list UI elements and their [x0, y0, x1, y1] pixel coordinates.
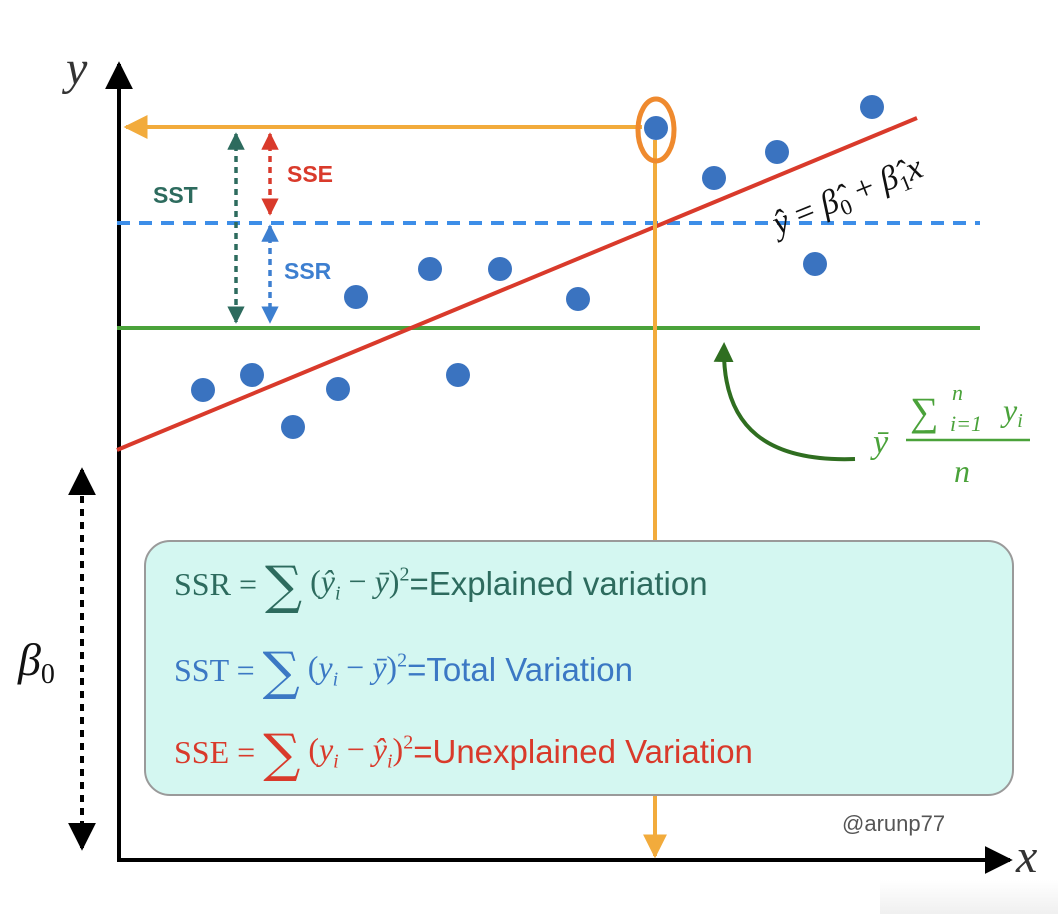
data-point [446, 363, 470, 387]
data-point [344, 285, 368, 309]
mean-equation: ȳ ∑ n i=1 yi n [870, 380, 1030, 489]
svg-text:ŷ = β̂0 + β̂1x: ŷ = β̂0 + β̂1x [764, 149, 929, 247]
formula-eq: = [407, 651, 427, 688]
data-point [418, 257, 442, 281]
formula-body: (yi − ȳ)2 [307, 648, 408, 691]
sst-label: SST [153, 182, 198, 208]
data-point [566, 287, 590, 311]
data-point [488, 257, 512, 281]
sigma-icon: ∑ [262, 642, 300, 702]
formula-lhs: SST = [174, 651, 255, 688]
y-axis-label: y [61, 42, 88, 95]
formula-box: SSR = ∑ (ŷi − ȳ)2 = Explained variation S… [144, 540, 1014, 796]
highlight-ellipse [635, 96, 677, 164]
mean-sigma-icon: ∑ [910, 389, 939, 434]
sigma-icon: ∑ [263, 724, 301, 784]
intercept-label: β0 [17, 634, 55, 690]
mean-pointer-arrow [713, 342, 856, 462]
data-point [644, 116, 668, 140]
data-points [191, 95, 884, 439]
formula-lhs: SSR = [174, 565, 257, 602]
svg-text:n: n [952, 380, 963, 405]
credit-text: @arunp77 [842, 811, 946, 836]
data-point [860, 95, 884, 119]
sigma-icon: ∑ [264, 556, 303, 616]
regression-equation: ŷ = β̂0 + β̂1x [764, 149, 929, 247]
svg-text:yi: yi [1000, 392, 1023, 432]
formula-row: SST = ∑ (yi − ȳ)2 = Total Variation [174, 640, 633, 700]
sse-label: SSE [287, 161, 333, 187]
formula-description: Explained variation [428, 565, 708, 602]
formula-description: Total Variation [426, 651, 634, 688]
data-point [702, 166, 726, 190]
x-axis-label: x [1015, 830, 1037, 883]
regression-line [116, 116, 918, 452]
formula-description: Unexplained Variation [432, 733, 753, 770]
formula-body: (yi − ŷi)2 [308, 730, 414, 773]
ssr-label: SSR [284, 258, 332, 284]
data-point [326, 377, 350, 401]
data-point [765, 140, 789, 164]
svg-text:n: n [954, 453, 970, 489]
svg-text:ȳ: ȳ [870, 424, 889, 461]
formula-lhs: SSE = [174, 733, 256, 770]
formula-row: SSR = ∑ (ŷi − ȳ)2 = Explained variation [174, 554, 708, 614]
data-point [191, 378, 215, 402]
svg-text:i=1: i=1 [950, 411, 982, 436]
formula-eq: = [413, 733, 433, 770]
formula-row: SSE = ∑ (yi − ŷi)2 = Unexplained Variati… [174, 722, 753, 782]
formula-eq: = [409, 565, 429, 602]
data-point [281, 415, 305, 439]
corner-shade [880, 880, 1058, 914]
formula-body: (ŷi − ȳ)2 [310, 562, 410, 605]
data-point [803, 252, 827, 276]
data-point [240, 363, 264, 387]
